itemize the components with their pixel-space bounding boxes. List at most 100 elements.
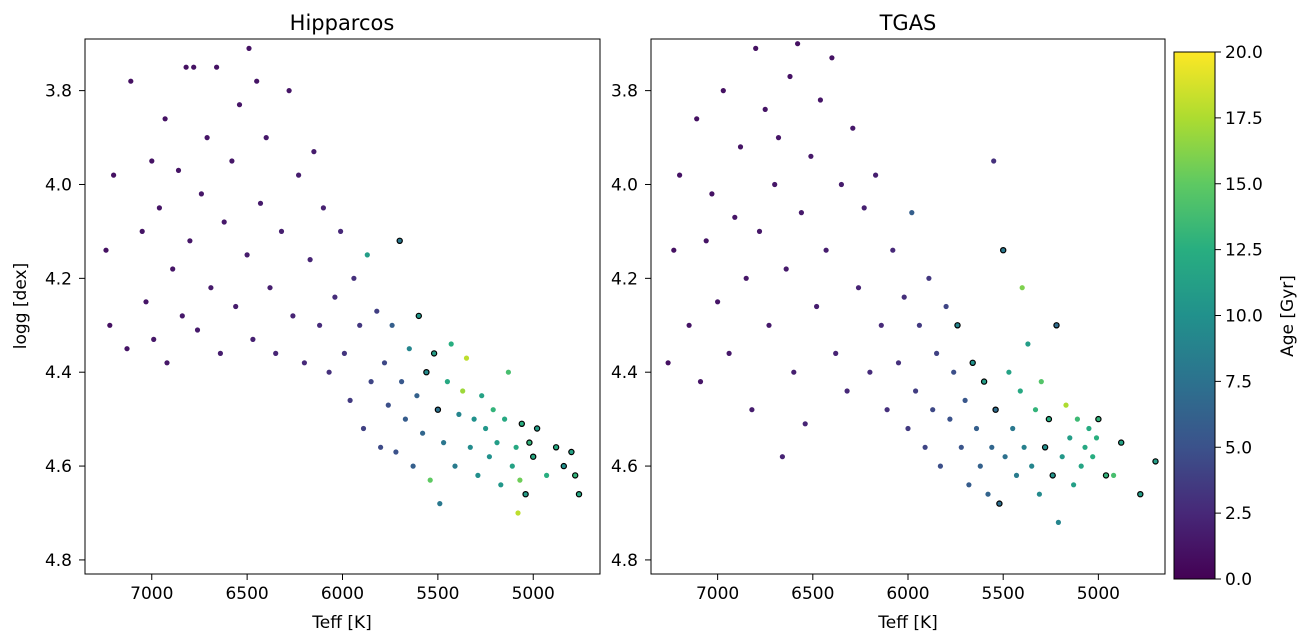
data-point — [286, 88, 292, 94]
data-point — [250, 336, 256, 342]
data-point — [175, 167, 182, 173]
data-point — [515, 510, 521, 516]
data-point — [402, 416, 408, 422]
data-point — [671, 247, 677, 253]
data-point — [170, 266, 176, 272]
x-tick-label: 5000 — [1077, 584, 1120, 604]
data-point — [393, 449, 399, 455]
data-point — [766, 322, 772, 328]
ylabel-hipparcos: logg [dex] — [11, 263, 31, 349]
data-point — [1006, 369, 1012, 375]
data-point — [829, 55, 835, 61]
data-point — [406, 346, 412, 352]
data-point — [194, 327, 201, 333]
x-ticks-hipparcos: 7000 6500 6000 5500 5000 — [130, 574, 555, 604]
data-point — [1063, 402, 1069, 408]
data-point — [254, 78, 260, 84]
data-point — [977, 463, 983, 469]
data-point — [833, 350, 839, 356]
y-tick-label: 4.4 — [45, 363, 72, 383]
data-point — [290, 313, 296, 319]
data-point — [191, 64, 197, 70]
panel-tgas: TGAS 7000 6500 6000 5500 5000 3.8 4.0 4.2 4.4 4.… — [611, 11, 1166, 633]
data-point — [720, 88, 726, 94]
data-point — [427, 477, 433, 483]
data-point — [901, 294, 907, 300]
data-point — [802, 421, 808, 427]
data-point — [498, 482, 504, 488]
data-point — [873, 172, 879, 178]
data-point — [389, 322, 395, 328]
data-point — [951, 369, 957, 375]
y-tick-label: 4.0 — [611, 175, 638, 195]
data-point — [756, 228, 763, 234]
colorbar-tick-label: 15.0 — [1225, 175, 1263, 195]
points-hipparcos — [103, 45, 583, 516]
data-point — [544, 472, 550, 478]
data-point — [884, 407, 890, 413]
data-point — [533, 425, 541, 432]
data-point — [217, 350, 223, 356]
axes-frame-tgas — [650, 38, 1166, 575]
data-point — [1071, 482, 1077, 488]
data-point — [1021, 444, 1027, 450]
data-point — [922, 444, 928, 450]
data-point — [791, 369, 797, 375]
data-point — [233, 303, 239, 310]
x-tick-label: 6000 — [321, 584, 364, 604]
colorbar-label: Age [Gyr] — [1278, 275, 1298, 357]
data-point — [513, 444, 519, 450]
colorbar-tick-label: 0.0 — [1225, 570, 1252, 590]
data-point — [1041, 444, 1049, 451]
data-point — [1067, 435, 1073, 441]
data-point — [926, 275, 932, 281]
colorbar-tick-label: 2.5 — [1225, 504, 1252, 524]
data-point — [522, 491, 529, 498]
data-point — [1082, 444, 1088, 450]
data-point — [1002, 454, 1008, 460]
data-point — [783, 266, 789, 272]
data-point — [208, 285, 214, 291]
data-point — [338, 228, 344, 234]
data-point — [958, 444, 964, 450]
title-tgas: TGAS — [879, 11, 937, 35]
data-point — [103, 247, 109, 253]
data-point — [1017, 388, 1023, 394]
data-point — [149, 158, 155, 164]
data-point — [124, 346, 130, 352]
data-point — [332, 294, 338, 300]
data-point — [1137, 491, 1144, 498]
data-point — [204, 135, 210, 141]
data-point — [798, 210, 805, 216]
colorbar-gradient — [1173, 51, 1216, 580]
data-point — [526, 439, 533, 446]
data-point — [890, 247, 896, 253]
data-point — [697, 379, 704, 385]
data-point — [444, 379, 450, 385]
data-point — [257, 200, 264, 206]
data-point — [1117, 439, 1125, 446]
data-point — [486, 454, 492, 460]
data-point — [360, 425, 367, 432]
colorbar-tick-label: 17.5 — [1225, 109, 1263, 129]
data-point — [399, 379, 405, 385]
y-tick-label: 4.2 — [45, 269, 72, 289]
x-tick-label: 7000 — [696, 584, 739, 604]
colorbar-tick-label: 20.0 — [1225, 43, 1263, 63]
data-point — [263, 135, 269, 141]
data-point — [307, 257, 313, 263]
y-tick-label: 4.2 — [611, 269, 638, 289]
data-point — [505, 369, 511, 375]
xlabel-hipparcos: Teff [K] — [311, 613, 371, 633]
data-point — [162, 116, 168, 122]
data-point — [341, 350, 347, 356]
data-point — [1053, 322, 1060, 329]
data-point — [518, 420, 526, 427]
points-tgas — [665, 41, 1159, 526]
x-tick-label: 6500 — [225, 584, 268, 604]
data-point — [368, 379, 374, 385]
data-point — [463, 355, 470, 361]
data-point — [320, 205, 326, 211]
colorbar-tick-label: 12.5 — [1225, 241, 1263, 261]
x-tick-label: 5000 — [512, 584, 555, 604]
